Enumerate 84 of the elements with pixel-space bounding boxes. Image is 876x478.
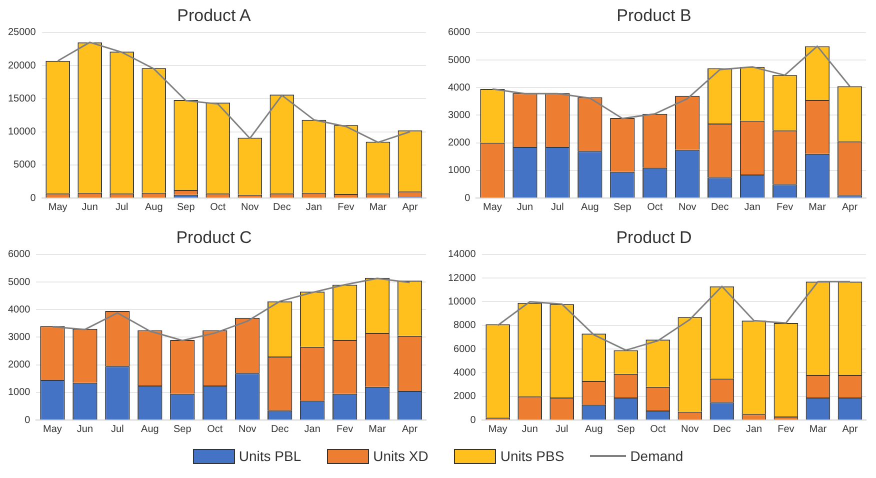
x-tick-label: Mar — [808, 202, 827, 213]
x-tick-label: Mar — [809, 424, 828, 435]
x-tick-label: Jun — [516, 202, 534, 213]
legend-label: Units XD — [373, 448, 428, 464]
x-tick-label: Jan — [744, 202, 760, 213]
x-tick-label: Aug — [584, 424, 603, 435]
x-tick-label: Sep — [616, 424, 636, 435]
y-tick-label: 4000 — [454, 367, 476, 378]
x-tick-label: Mar — [368, 424, 387, 435]
y-tick-label: 5000 — [14, 160, 36, 171]
chart-title: Product C — [176, 228, 252, 247]
legend-label: Demand — [630, 448, 684, 464]
x-tick-label: Jul — [115, 202, 128, 213]
y-tick-label: 3000 — [448, 110, 471, 121]
x-tick-label: Jan — [746, 424, 762, 435]
x-tick-label: Fev — [778, 424, 794, 435]
y-tick-label: 1000 — [8, 387, 31, 398]
x-tick-label: Jan — [304, 424, 320, 435]
x-tick-label: May — [488, 424, 508, 435]
y-tick-label: 3000 — [8, 332, 31, 343]
y-tick-label: 5000 — [448, 54, 471, 66]
x-tick-label: Apr — [402, 202, 418, 213]
x-tick-label: May — [483, 202, 502, 213]
y-tick-label: 4000 — [448, 82, 471, 94]
y-tick-label: 12000 — [448, 272, 476, 284]
x-tick-label: Nov — [238, 424, 256, 435]
y-tick-label: 6000 — [8, 249, 31, 260]
x-tick-label: Oct — [207, 424, 223, 435]
x-tick-label: Fev — [338, 202, 354, 213]
chart-title: Product D — [616, 228, 692, 247]
x-tick-label: Sep — [174, 424, 192, 435]
y-tick-label: 15000 — [8, 93, 36, 104]
y-tick-label: 2000 — [8, 360, 31, 371]
x-tick-label: Aug — [581, 202, 599, 213]
x-tick-label: Aug — [141, 424, 159, 435]
x-tick-label: Jan — [306, 202, 322, 213]
chart-title: Product A — [177, 6, 252, 25]
x-tick-label: Fev — [776, 202, 794, 213]
y-tick-label: 6000 — [448, 27, 471, 38]
y-tick-label: 10000 — [8, 126, 36, 138]
y-tick-label: 0 — [30, 192, 36, 204]
y-tick-label: 6000 — [454, 344, 476, 355]
y-tick-label: 8000 — [454, 320, 476, 332]
y-tick-label: 2000 — [454, 391, 476, 402]
x-tick-label: Sep — [614, 202, 632, 213]
x-tick-label: Apr — [842, 202, 858, 213]
x-tick-label: May — [48, 202, 68, 213]
y-tick-label: 20000 — [8, 60, 36, 72]
y-tick-label: 5000 — [8, 276, 31, 288]
x-tick-label: Dec — [713, 424, 731, 435]
x-tick-label: Dec — [273, 202, 291, 213]
y-tick-label: 0 — [464, 192, 471, 204]
legend-label: Units PBL — [238, 448, 302, 464]
x-tick-label: Apr — [402, 424, 418, 435]
x-tick-label: May — [43, 424, 62, 435]
y-tick-label: 0 — [470, 414, 476, 426]
x-tick-label: Jun — [76, 424, 94, 435]
x-tick-label: Nov — [678, 202, 696, 213]
x-tick-label: Oct — [647, 202, 663, 213]
x-tick-label: Jul — [111, 424, 124, 435]
y-tick-label: 1000 — [448, 165, 471, 176]
y-tick-label: 25000 — [8, 27, 36, 38]
x-tick-label: Jun — [82, 202, 98, 213]
x-tick-label: Mar — [369, 202, 388, 213]
x-tick-label: Oct — [210, 202, 226, 213]
y-tick-label: 14000 — [448, 249, 476, 260]
x-tick-label: Aug — [144, 202, 163, 213]
x-tick-label: Dec — [270, 424, 289, 435]
x-tick-label: Fev — [336, 424, 354, 435]
x-tick-label: Oct — [650, 424, 666, 435]
x-tick-label: Nov — [681, 424, 699, 435]
y-tick-label: 0 — [24, 414, 31, 426]
x-tick-label: Sep — [176, 202, 196, 213]
x-tick-label: Jun — [522, 424, 538, 435]
x-tick-label: Jul — [555, 424, 568, 435]
x-tick-label: Jul — [551, 202, 564, 213]
chart-title: Product B — [616, 6, 692, 25]
x-tick-label: Apr — [842, 424, 858, 435]
x-tick-label: Nov — [241, 202, 259, 213]
legend-label: Units PBS — [500, 448, 564, 464]
x-tick-label: Dec — [710, 202, 729, 213]
y-tick-label: 10000 — [448, 296, 476, 308]
y-tick-label: 4000 — [8, 304, 31, 316]
y-tick-label: 2000 — [448, 138, 471, 149]
